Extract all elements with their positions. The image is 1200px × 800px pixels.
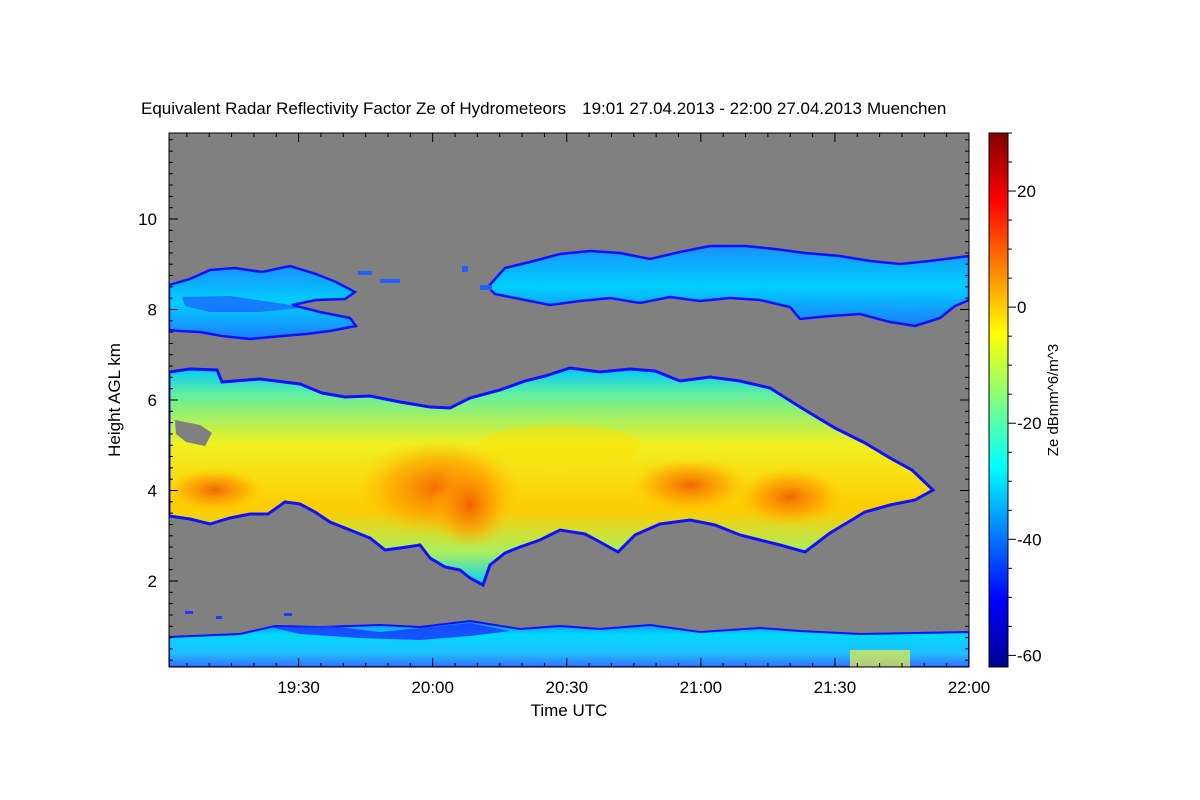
main-cloud-inner-gap bbox=[175, 420, 212, 446]
boundary-layer-dark-streak bbox=[270, 623, 510, 640]
colorbar-tick-label: 20 bbox=[1017, 182, 1036, 201]
y-tick-label: 4 bbox=[148, 482, 157, 501]
colorbar bbox=[988, 132, 1009, 668]
y-tick-label: 8 bbox=[148, 300, 157, 319]
colorbar-label: Ze dBmm^6/m^3 bbox=[1045, 344, 1062, 456]
y-tick-label: 6 bbox=[148, 391, 157, 410]
chart-title: Equivalent Radar Reflectivity Factor Ze … bbox=[141, 99, 946, 118]
core-center-2 bbox=[430, 460, 510, 550]
y-axis-label: Height AGL km bbox=[105, 343, 124, 457]
x-axis-label: Time UTC bbox=[531, 701, 608, 720]
echo-layer bbox=[169, 244, 969, 667]
colorbar-tick-label: -40 bbox=[1017, 530, 1042, 549]
low-clutter bbox=[185, 611, 292, 619]
surface-warm-patch bbox=[850, 650, 910, 667]
x-tick-label: 21:00 bbox=[680, 678, 723, 697]
core-left bbox=[169, 468, 265, 512]
x-tick-label: 20:00 bbox=[411, 678, 454, 697]
core-right-2 bbox=[735, 467, 845, 527]
colorbar-axis: -60 -40 -20 0 20 bbox=[1008, 132, 1042, 665]
cirrus-band-right bbox=[486, 244, 969, 328]
x-tick-label: 19:30 bbox=[277, 678, 320, 697]
cirrus-band-left-inner bbox=[182, 296, 300, 312]
y-tick-label: 2 bbox=[148, 572, 157, 591]
y-axis: 2 4 6 8 10 bbox=[138, 139, 969, 661]
colorbar-tick-label: 0 bbox=[1017, 298, 1026, 317]
colorbar-tick-label: -60 bbox=[1017, 646, 1042, 665]
x-tick-label: 22:00 bbox=[948, 678, 991, 697]
x-tick-label: 21:30 bbox=[814, 678, 857, 697]
core-upper bbox=[480, 425, 640, 465]
x-axis: 19:30 20:00 20:30 21:00 21:30 22:00 bbox=[186, 133, 991, 697]
main-cloud bbox=[169, 366, 936, 588]
x-tick-label: 20:30 bbox=[545, 678, 588, 697]
y-tick-label: 10 bbox=[138, 210, 157, 229]
colorbar-tick-label: -20 bbox=[1017, 414, 1042, 433]
core-right bbox=[630, 457, 750, 513]
cirrus-fragments bbox=[358, 266, 492, 290]
